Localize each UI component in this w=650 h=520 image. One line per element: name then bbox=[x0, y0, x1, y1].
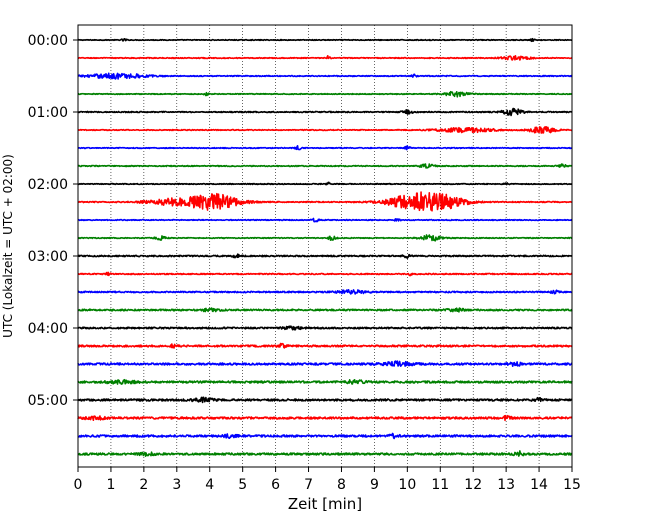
trace-0015 bbox=[77, 54, 573, 61]
trace-0045 bbox=[77, 90, 573, 98]
x-tick-label: 11 bbox=[431, 477, 449, 493]
trace-0030 bbox=[77, 72, 573, 80]
x-tick-label: 15 bbox=[563, 477, 581, 493]
x-tick-label: 14 bbox=[530, 477, 548, 493]
trace-group bbox=[77, 37, 573, 457]
x-tick-label: 3 bbox=[172, 477, 181, 493]
y-tick-label: 01:00 bbox=[28, 105, 68, 121]
trace-0430 bbox=[77, 360, 573, 367]
trace-0115 bbox=[77, 126, 573, 134]
trace-0100 bbox=[77, 107, 573, 117]
y-tick-label: 03:00 bbox=[28, 249, 68, 265]
trace-0215 bbox=[77, 191, 573, 212]
x-axis-ticks: 0 1 2 3 4 5 6 7 8 9 10 11 12 13 14 15 bbox=[74, 467, 581, 493]
trace-0500 bbox=[77, 396, 573, 404]
trace-0400 bbox=[77, 325, 573, 331]
plot-frame bbox=[77, 24, 573, 468]
trace-0000 bbox=[77, 37, 573, 43]
x-tick-label: 2 bbox=[139, 477, 148, 493]
trace-0315 bbox=[77, 271, 573, 277]
trace-0415 bbox=[77, 342, 573, 349]
trace-0545 bbox=[77, 450, 573, 457]
y-tick-label: 04:00 bbox=[28, 321, 68, 337]
x-axis-label: Zeit [min] bbox=[288, 495, 362, 513]
trace-0145 bbox=[77, 163, 573, 169]
trace-0200 bbox=[77, 181, 573, 186]
trace-0345 bbox=[77, 307, 573, 313]
x-tick-label: 5 bbox=[238, 477, 247, 493]
x-tick-label: 7 bbox=[304, 477, 313, 493]
x-tick-label: 13 bbox=[497, 477, 515, 493]
x-tick-label: 4 bbox=[205, 477, 214, 493]
y-tick-label: 02:00 bbox=[28, 177, 68, 193]
y-axis-label: UTC (Lokalzeit = UTC + 02:00) bbox=[1, 154, 15, 338]
trace-0130 bbox=[77, 144, 573, 151]
trace-0300 bbox=[77, 253, 573, 259]
x-tick-label: 1 bbox=[106, 477, 115, 493]
y-axis-ticks: 00:00 01:00 02:00 03:00 04:00 05:00 bbox=[28, 33, 78, 409]
trace-0530 bbox=[77, 432, 573, 440]
x-tick-label: 12 bbox=[464, 477, 482, 493]
x-tick-label: 0 bbox=[74, 477, 83, 493]
trace-0515 bbox=[77, 414, 573, 422]
x-tick-label: 10 bbox=[398, 477, 416, 493]
trace-0445 bbox=[77, 378, 573, 385]
x-tick-label: 8 bbox=[337, 477, 346, 493]
trace-0330 bbox=[77, 289, 573, 295]
trace-0230 bbox=[77, 217, 573, 223]
trace-0245 bbox=[77, 234, 573, 242]
x-tick-label: 9 bbox=[370, 477, 379, 493]
x-tick-label: 6 bbox=[271, 477, 280, 493]
y-tick-label: 00:00 bbox=[28, 33, 68, 49]
y-tick-label: 05:00 bbox=[28, 393, 68, 409]
